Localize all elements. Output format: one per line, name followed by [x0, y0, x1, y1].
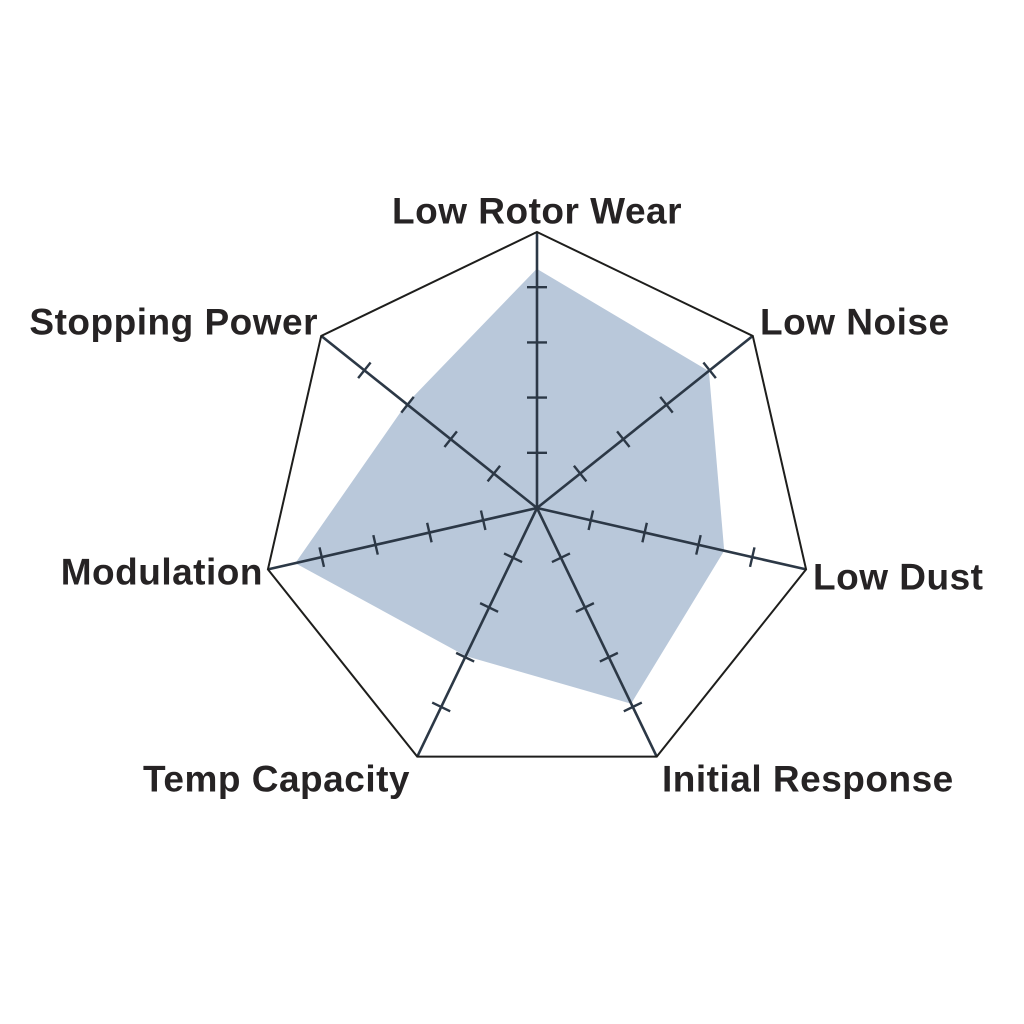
axis-tick: [616, 430, 631, 448]
axis-tick: [443, 430, 458, 448]
axis-tick: [659, 396, 674, 414]
axis-tick: [400, 396, 415, 414]
axis-spoke: [536, 506, 807, 571]
axis-label-stopping-power: Stopping Power: [29, 301, 318, 343]
axis-tick: [479, 510, 487, 531]
axis-label-low-noise: Low Noise: [760, 301, 950, 343]
axis-tick: [372, 534, 379, 555]
axis-label-modulation: Modulation: [60, 551, 263, 593]
axis-label-low-dust: Low Dust: [813, 556, 984, 598]
axis-label-initial-response: Initial Response: [662, 758, 954, 800]
axis-tick: [572, 465, 588, 483]
axis-tick: [641, 522, 649, 543]
axis-tick: [623, 701, 643, 713]
axis-spoke: [416, 507, 539, 758]
axis-tick: [318, 547, 326, 568]
axis-tick: [455, 651, 475, 663]
axis-label-low-rotor-wear: Low Rotor Wear: [392, 190, 682, 232]
axis-tick: [748, 547, 756, 568]
axis-tick: [702, 361, 717, 379]
axis-tick: [551, 552, 571, 564]
axis-tick: [695, 534, 702, 555]
axis-label-temp-capacity: Temp Capacity: [143, 758, 410, 800]
axis-tick: [503, 552, 523, 564]
axis-spoke: [320, 334, 538, 510]
axis-tick: [486, 465, 502, 483]
axis-tick: [599, 651, 619, 663]
axis-spoke: [536, 334, 754, 510]
axis-tick: [357, 361, 372, 379]
axis-spoke: [535, 507, 658, 758]
axis-tick: [587, 510, 595, 531]
axis-tick: [575, 602, 595, 613]
outer-boundary: [266, 230, 808, 758]
axis-tick: [431, 701, 451, 713]
axis-spoke: [267, 506, 538, 571]
axis-tick: [479, 602, 499, 613]
axis-tick: [425, 522, 433, 543]
